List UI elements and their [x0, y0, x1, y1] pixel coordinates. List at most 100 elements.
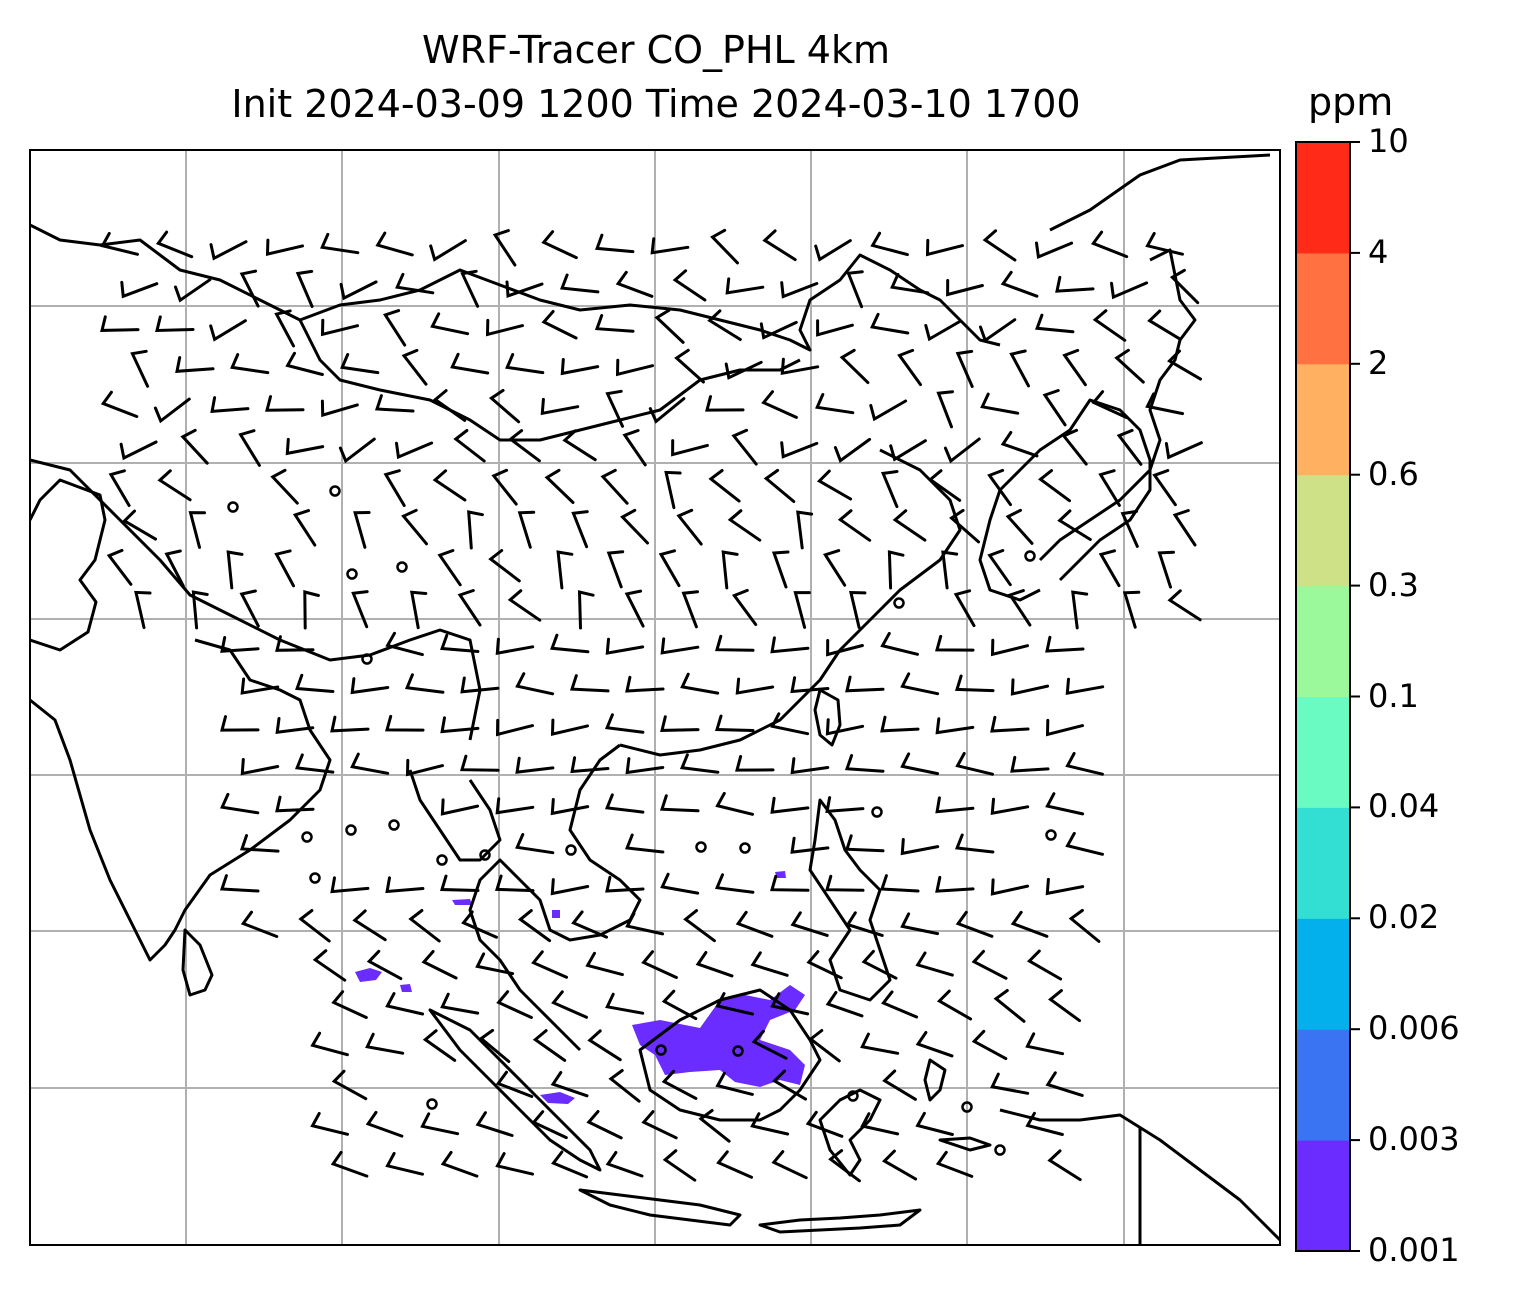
- wind-barb: [285, 437, 325, 456]
- wind-barb: [839, 348, 870, 385]
- wind-barb: [654, 308, 685, 344]
- wind-barb: [385, 1152, 424, 1176]
- gridlines: [30, 150, 1280, 1245]
- wind-barb: [275, 635, 315, 652]
- wind-barb: [303, 590, 320, 630]
- wind-barb: [825, 718, 865, 736]
- calm-wind-marker: [893, 597, 905, 609]
- wind-barb: [759, 320, 798, 340]
- wind-barb: [949, 508, 980, 544]
- wind-barb: [475, 1111, 514, 1137]
- wind-barb: [440, 992, 480, 1015]
- wind-barb: [460, 676, 500, 694]
- wind-barb: [608, 1069, 641, 1103]
- wind-barb: [750, 1112, 790, 1136]
- wind-barb: [353, 511, 371, 549]
- wind-barb: [1065, 831, 1104, 856]
- wind-barb: [440, 874, 480, 892]
- wind-barb: [330, 1150, 369, 1178]
- wind-barb: [604, 713, 645, 734]
- wind-barb: [274, 309, 295, 348]
- wind-barb: [460, 754, 500, 772]
- wind-barb: [672, 269, 707, 302]
- wind-barb: [515, 756, 555, 774]
- wind-barb: [312, 949, 347, 982]
- wind-barb: [1000, 270, 1039, 298]
- wind-barb: [710, 228, 739, 265]
- border-north: [30, 223, 1001, 352]
- wind-barb: [106, 548, 133, 586]
- wind-barb: [1035, 241, 1074, 260]
- wind-barb: [495, 718, 534, 737]
- wind-barb: [220, 715, 260, 732]
- calm-wind-marker: [847, 1090, 859, 1102]
- calm-wind-marker: [961, 1101, 973, 1113]
- colorbar-segment: [1296, 1029, 1350, 1141]
- wind-barb: [808, 1029, 841, 1063]
- calm-wind-marker: [565, 844, 577, 856]
- wind-barb: [679, 753, 720, 774]
- wind-barb: [936, 390, 954, 429]
- wind-barb: [915, 1031, 954, 1058]
- wind-barb: [432, 469, 467, 502]
- colorbar-tick-label: 0.001: [1368, 1231, 1460, 1269]
- wind-barb: [422, 1029, 457, 1062]
- wind-barb: [641, 1110, 678, 1140]
- wind-barb: [275, 717, 315, 735]
- wind-barb: [495, 1152, 534, 1176]
- wind-barb: [210, 396, 250, 414]
- wind-barb: [889, 439, 927, 462]
- colorbar-segment: [1296, 142, 1350, 254]
- wind-barb: [230, 353, 270, 375]
- wind-barb: [946, 279, 984, 297]
- wind-barb: [648, 397, 686, 424]
- wind-barb: [1061, 428, 1088, 466]
- wind-barb: [751, 1029, 788, 1060]
- coast-japan: [978, 398, 1152, 602]
- wind-barb: [954, 833, 995, 854]
- calm-wind-marker: [346, 568, 358, 580]
- wind-barb: [295, 269, 314, 308]
- wind-barb: [1045, 877, 1085, 896]
- wind-barb: [569, 674, 610, 693]
- wind-barb: [708, 469, 741, 503]
- wind-barb: [814, 239, 852, 262]
- wind-barb: [544, 468, 575, 504]
- wind-barb: [1045, 635, 1085, 653]
- wind-barb: [659, 794, 700, 813]
- wind-barb: [924, 319, 963, 342]
- wind-barb: [770, 992, 810, 1016]
- wind-barb: [275, 795, 315, 813]
- wind-barb: [844, 834, 885, 853]
- wind-barb: [209, 319, 247, 342]
- wind-barb: [1122, 590, 1141, 629]
- wind-barb: [625, 912, 665, 936]
- wind-barb: [721, 550, 739, 590]
- wind-barb: [352, 909, 387, 942]
- wind-barb: [725, 277, 765, 295]
- wind-barb: [826, 639, 864, 657]
- tracer-patch: [632, 985, 805, 1087]
- wind-barb: [1062, 348, 1087, 387]
- wind-barb: [661, 989, 698, 1021]
- wind-barb: [420, 1112, 460, 1136]
- wind-barb: [1035, 313, 1075, 334]
- wind-barb: [550, 878, 590, 896]
- wind-barb: [571, 910, 608, 939]
- wind-barb: [935, 796, 975, 814]
- wind-barb: [661, 1069, 698, 1100]
- wind-barb: [1009, 349, 1030, 388]
- wind-barb: [780, 281, 819, 299]
- wind-barb: [1145, 392, 1185, 416]
- colorbar-tick-label: 0.1: [1368, 676, 1419, 715]
- wind-barb: [292, 509, 317, 547]
- wind-barb: [860, 1032, 900, 1055]
- wind-barb: [897, 348, 922, 387]
- wind-barb: [450, 352, 490, 375]
- wind-barb: [971, 949, 1008, 980]
- colorbar-tick-label: 0.3: [1368, 565, 1419, 604]
- wind-barb: [405, 758, 444, 777]
- wind-barb: [833, 437, 872, 463]
- wind-barb: [790, 911, 829, 937]
- wind-barb: [935, 875, 975, 893]
